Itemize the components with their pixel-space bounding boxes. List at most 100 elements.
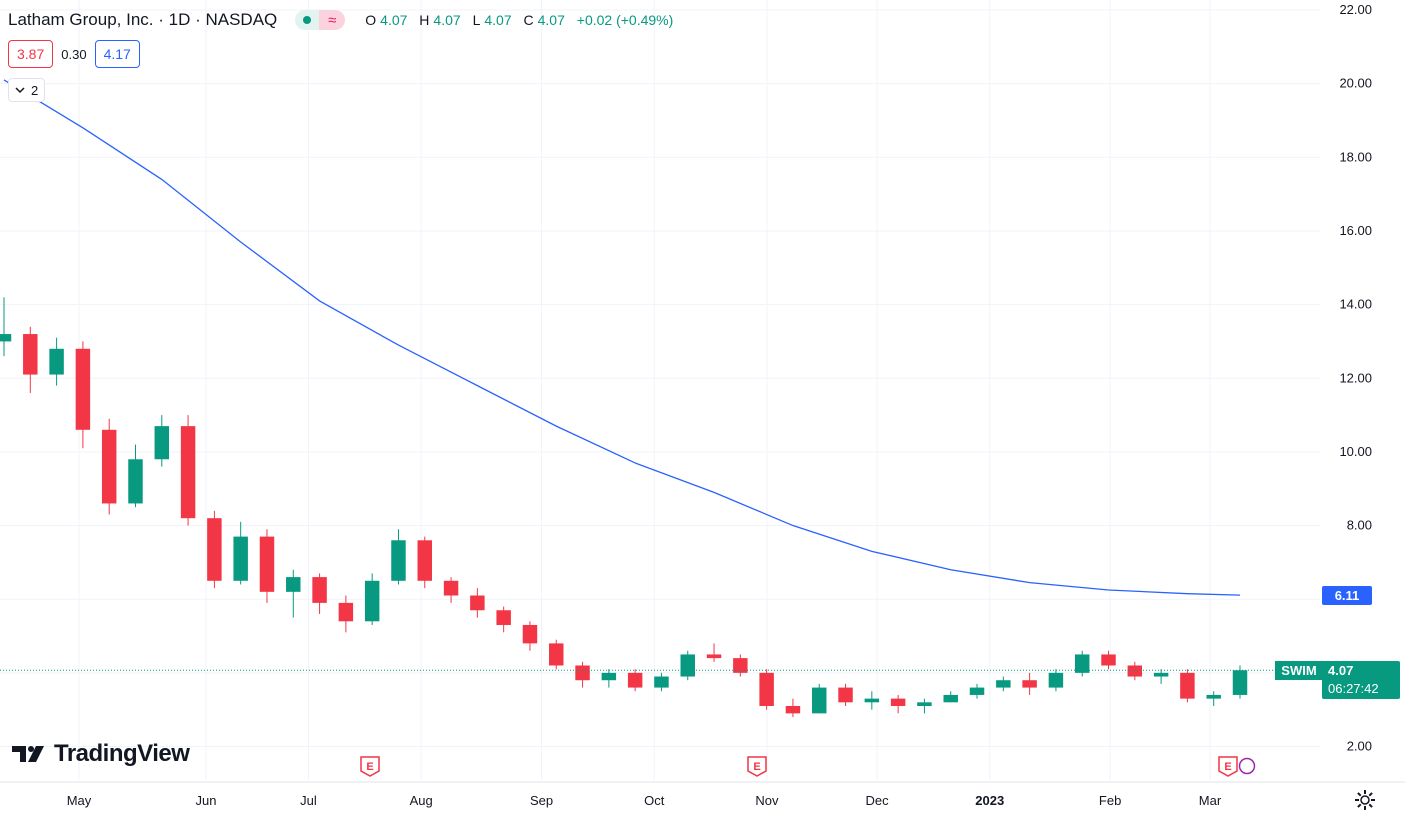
x-axis: May Jun Jul Aug Sep Oct Nov Dec 2023 Feb Mar (0, 781, 1405, 808)
candle-body (601, 672, 617, 681)
candle (1153, 669, 1169, 684)
settings-gear-icon[interactable] (1354, 789, 1376, 811)
candle (733, 654, 748, 677)
indicators-toggle-button[interactable]: 2 (8, 78, 46, 102)
earnings-icon[interactable]: E (359, 755, 381, 777)
y-tick-label: 8.00 (1347, 518, 1372, 533)
candle-body (680, 654, 695, 677)
candle (207, 510, 222, 589)
candle-body (364, 580, 380, 622)
market-status[interactable]: ≈ (295, 10, 346, 30)
candle (364, 573, 380, 625)
symbol-title[interactable]: Latham Group, Inc. · 1D · NASDAQ (8, 10, 278, 29)
ohlc-values: O 4.07 H 4.07 L 4.07 C 4.07 +0.02 (+0.49%) (365, 12, 674, 28)
candle-body (996, 680, 1011, 688)
candle-body (549, 643, 564, 666)
candle (233, 521, 248, 585)
candle (75, 341, 91, 449)
candle-body (1022, 680, 1037, 688)
candle-body (1127, 665, 1143, 677)
candle-body (917, 702, 932, 706)
y-tick-label: 10.00 (1339, 444, 1372, 459)
x-tick-label: Feb (1099, 793, 1121, 808)
candle (417, 536, 432, 589)
candle-body (75, 348, 91, 430)
candle-body (49, 348, 64, 375)
logo-text: TradingView (54, 740, 190, 767)
bar-countdown: 06:27:42 (1328, 681, 1379, 696)
svg-text:E: E (366, 761, 373, 773)
dividend-icon: ≈ (319, 10, 346, 30)
candle-body (470, 595, 485, 611)
dividend-icon[interactable] (1238, 757, 1256, 775)
ma-price-label: 6.11 (1322, 586, 1372, 605)
y-tick-label: 20.00 (1339, 76, 1372, 91)
candle (101, 418, 117, 515)
candle (312, 573, 327, 614)
candle (943, 691, 958, 703)
chart-grid (0, 0, 1320, 780)
y-tick-label: 2.00 (1347, 739, 1372, 754)
earnings-icon[interactable]: E (1217, 755, 1239, 777)
candle-body (812, 687, 827, 714)
tradingview-logo[interactable]: TradingView (12, 740, 190, 768)
candle (49, 337, 64, 386)
candle (627, 669, 643, 692)
high-value: 4.07 (433, 12, 461, 28)
candle-body (733, 658, 748, 673)
candle (549, 639, 564, 670)
y-tick-label: 18.00 (1339, 149, 1372, 164)
earnings-icon[interactable]: E (746, 755, 768, 777)
x-tick-label: Mar (1199, 793, 1222, 808)
svg-text:E: E (753, 761, 760, 773)
candle (1101, 650, 1116, 670)
candle (496, 606, 511, 633)
open-value: 4.07 (380, 12, 408, 28)
candle-body (575, 665, 590, 681)
buy-button[interactable]: 4.17 (94, 40, 140, 68)
candle (1206, 691, 1221, 706)
candle (0, 297, 12, 357)
candle (522, 621, 538, 651)
candle (706, 643, 722, 662)
y-tick-label: 14.00 (1339, 297, 1372, 312)
candles-layer (0, 297, 1248, 718)
sell-button[interactable]: 3.87 (8, 40, 54, 68)
close-value: 4.07 (537, 12, 565, 28)
market-open-icon (295, 10, 320, 30)
candle (654, 672, 669, 692)
x-tick-label: 2023 (975, 793, 1004, 808)
candle-body (1048, 672, 1064, 688)
last-price: 4.07 (1328, 663, 1354, 678)
candle-body (0, 334, 12, 342)
candle-body (338, 602, 354, 622)
x-tick-label: Nov (755, 793, 779, 808)
moving-average-layer (3, 79, 1241, 596)
tradingview-logo-icon (12, 746, 44, 762)
candle (128, 444, 143, 508)
candle (680, 650, 695, 681)
y-tick-label: 16.00 (1339, 223, 1372, 238)
x-tick-label: Sep (530, 793, 553, 808)
candle-body (417, 540, 432, 581)
candle-body (23, 334, 38, 375)
candle-body (101, 429, 117, 504)
candle-body (759, 672, 774, 706)
candle (180, 415, 196, 526)
candle-body (496, 610, 511, 625)
candle-body (785, 705, 801, 714)
candle (890, 694, 906, 714)
candle-body (1180, 672, 1195, 699)
candle (1232, 665, 1248, 699)
moving-average-line (3, 79, 1241, 596)
candle (575, 661, 590, 688)
candle (1180, 669, 1195, 703)
candle-body (706, 654, 722, 659)
candle-body (128, 459, 143, 504)
candle (23, 326, 38, 393)
y-tick-label: 12.00 (1339, 370, 1372, 385)
candle-body (233, 536, 248, 581)
x-tick-label: Jul (300, 793, 317, 808)
candle (812, 683, 827, 714)
